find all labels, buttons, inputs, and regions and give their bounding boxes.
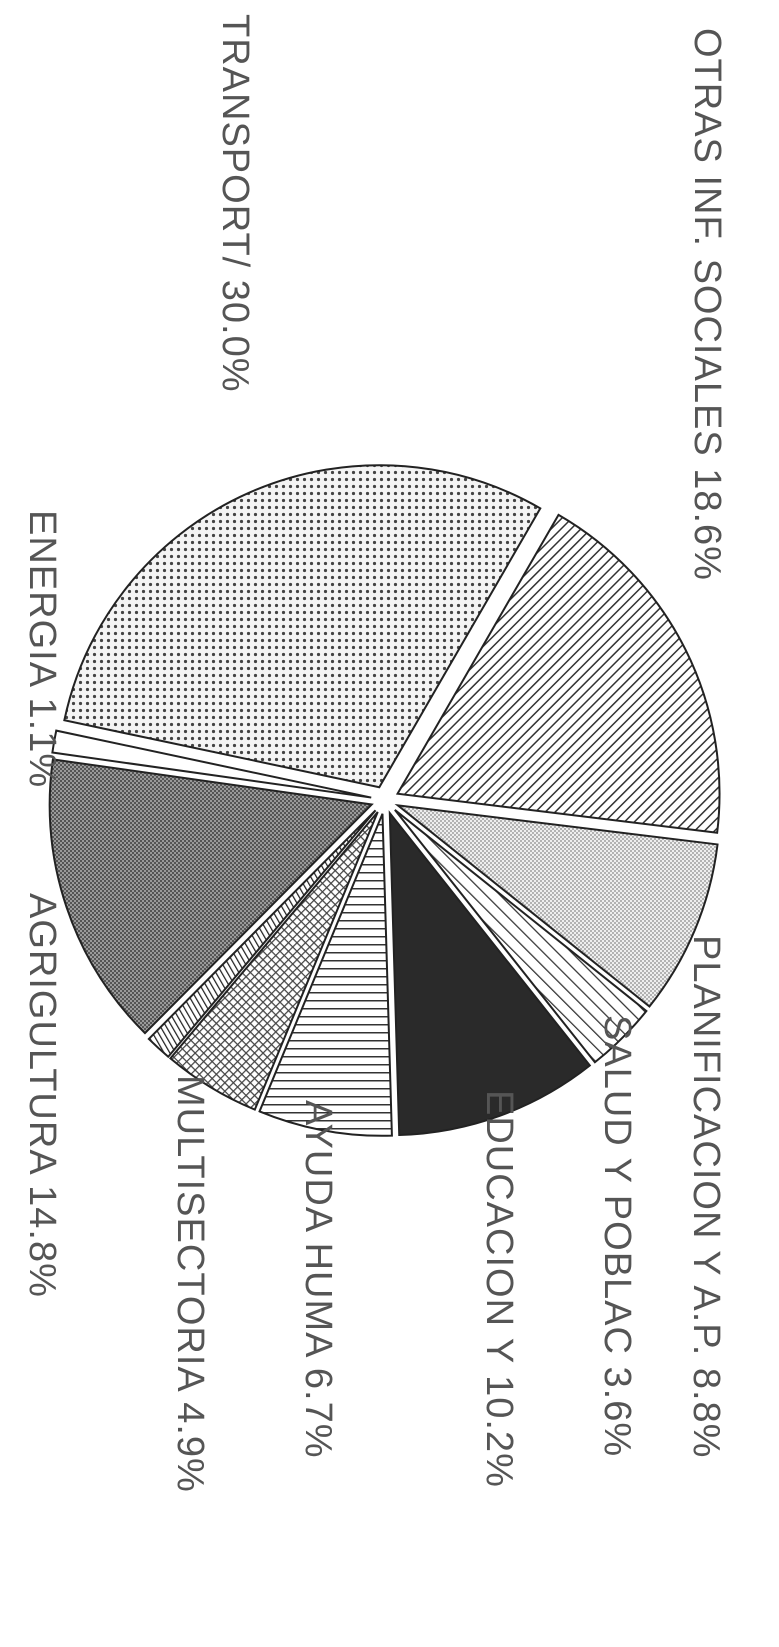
slice-label-multisectoria: MULTISECTORIA 4.9%: [169, 1075, 211, 1493]
pie-slice-ayuda-huma: [258, 813, 393, 1137]
pie-slice-agrigultura: [48, 758, 374, 1035]
slice-label-planificacion-y-a-p: PLANIFICACION Y A.P. 8.8%: [685, 935, 727, 1458]
pie-slice-transport: [63, 464, 542, 789]
slice-label-salud-y-poblac: SALUD Y POBLAC 3.6%: [596, 1015, 638, 1457]
pie-slice-slice-6: [147, 809, 377, 1059]
slice-label-energia: ENERGIA 1.1%: [21, 510, 63, 788]
slice-label-ayuda-huma: AYUDA HUMA 6.7%: [297, 1100, 339, 1459]
slice-label-agrigultura: AGRIGULTURA 14.8%: [21, 893, 63, 1298]
pie-slice-otras-inf-sociales: [395, 513, 721, 834]
pie-slice-multisectoria: [169, 811, 379, 1111]
slice-label-otras-inf-sociales: OTRAS INF. SOCIALES 18.6%: [686, 28, 728, 581]
pie-slice-planificacion-y-a-p: [394, 804, 719, 1008]
pie-slice-energia: [51, 729, 372, 799]
pie-slice-salud-y-poblac: [394, 809, 648, 1064]
pie-slice-educacion-y: [388, 810, 592, 1137]
slice-label-educacion-y: EDUCACION Y 10.2%: [478, 1090, 520, 1488]
slice-label-transport: TRANSPORT/ 30.0%: [214, 14, 256, 393]
